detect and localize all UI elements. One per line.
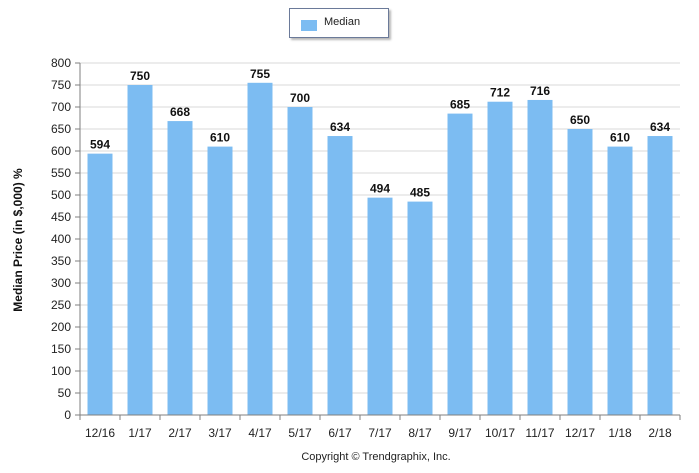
x-tick-label: 1/17	[128, 426, 152, 440]
bar-7-17	[367, 197, 393, 415]
data-labels: 594 750 668 610 755 700 634 494 485 685 712 716 650 6…	[90, 67, 670, 200]
y-tick-label: 650	[51, 122, 71, 136]
bars	[87, 82, 673, 416]
bar-11-17	[527, 99, 553, 416]
x-tick-label: 9/17	[448, 426, 472, 440]
y-tick-label: 400	[51, 232, 71, 246]
x-tick-label: 4/17	[248, 426, 272, 440]
data-label: 610	[610, 131, 630, 145]
x-tick-label: 2/18	[648, 426, 672, 440]
y-tick-label: 100	[51, 364, 71, 378]
bar-9-17	[447, 113, 473, 415]
y-tick-label: 250	[51, 298, 71, 312]
bar-4-17	[247, 82, 273, 416]
data-label: 650	[570, 113, 590, 127]
y-tick-label: 150	[51, 342, 71, 356]
x-tick-label: 6/17	[328, 426, 352, 440]
bar-5-17	[287, 107, 313, 415]
x-tick-label: 3/17	[208, 426, 232, 440]
axes	[75, 62, 681, 420]
data-label: 485	[410, 186, 430, 200]
y-tick-labels: 0 50 100 150 200 250 300 350 400 450 500 550 600 650 7…	[51, 56, 71, 422]
x-tick-label: 7/17	[368, 426, 392, 440]
data-label: 634	[650, 120, 670, 134]
data-label: 494	[370, 182, 390, 196]
data-label: 610	[210, 131, 230, 145]
legend-label-median: Median	[324, 16, 361, 28]
bar-6-17	[327, 136, 353, 416]
x-tick-label: 5/17	[288, 426, 312, 440]
bar-8-17	[407, 201, 433, 415]
data-label: 685	[450, 98, 470, 112]
bar-10-17	[487, 101, 513, 415]
data-label: 750	[130, 69, 150, 83]
data-label: 668	[170, 105, 190, 119]
data-label: 712	[490, 86, 510, 100]
y-tick-label: 450	[51, 210, 71, 224]
legend-swatch-median	[301, 20, 317, 31]
x-tick-label: 10/17	[485, 426, 515, 440]
data-label: 716	[530, 84, 550, 98]
legend: Median	[289, 8, 389, 38]
x-tick-label: 12/16	[85, 426, 115, 440]
bar-2-17	[167, 121, 193, 415]
y-tick-label: 700	[51, 100, 71, 114]
x-tick-label: 2/17	[168, 426, 192, 440]
bar-1-17	[127, 85, 153, 415]
x-tick-label: 8/17	[408, 426, 432, 440]
y-tick-label: 200	[51, 320, 71, 334]
bar-12-17	[567, 129, 593, 415]
x-tick-label: 11/17	[525, 426, 554, 440]
copyright-footer: Copyright © Trendgraphix, Inc.	[301, 451, 450, 463]
bar-2-18	[647, 136, 673, 416]
bar-1-18	[607, 146, 633, 415]
x-tick-label: 1/18	[608, 426, 632, 440]
x-tick-label: 12/17	[565, 426, 595, 440]
y-tick-label: 300	[51, 276, 71, 290]
bar-3-17	[207, 146, 233, 415]
y-tick-label: 0	[64, 408, 71, 422]
y-axis-label: Median Price (in $,000) %	[11, 168, 25, 312]
data-label: 594	[90, 138, 110, 152]
bar-12-16	[87, 153, 113, 415]
data-label: 634	[330, 120, 350, 134]
x-tick-labels: 12/16 1/17 2/17 3/17 4/17 5/17 6/17 7/17 8/17 9/1…	[85, 426, 672, 440]
y-tick-label: 350	[51, 254, 71, 268]
y-tick-label: 500	[51, 188, 71, 202]
data-label: 755	[250, 67, 270, 81]
y-tick-label: 50	[58, 386, 72, 400]
y-tick-label: 600	[51, 144, 71, 158]
data-label: 700	[290, 91, 310, 105]
y-tick-label: 550	[51, 166, 71, 180]
y-tick-label: 750	[51, 78, 71, 92]
y-tick-label: 800	[51, 56, 71, 70]
